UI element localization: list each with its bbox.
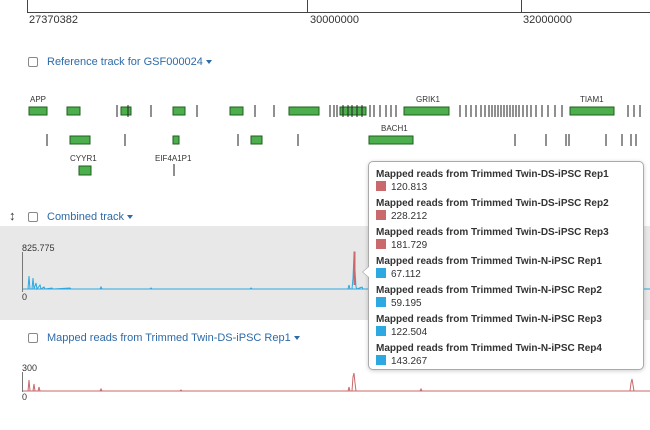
combined-track-y-axis [22, 252, 23, 292]
ruler-tick [521, 0, 522, 13]
tooltip-color-swatch [376, 326, 386, 336]
tooltip-color-swatch [376, 355, 386, 365]
tooltip-value: 67.112 [391, 269, 421, 280]
combined-track-title: Combined track [47, 211, 125, 223]
tooltip-value: 228.212 [391, 211, 428, 222]
tooltip-value: 59.195 [391, 298, 422, 309]
gene-block[interactable] [172, 106, 186, 116]
ruler-tick [307, 0, 308, 13]
tooltip-value: 122.504 [391, 327, 428, 338]
tooltip-entry: Mapped reads from Trimmed Twin-N-iPSC Re… [376, 343, 643, 368]
gene-block[interactable] [66, 106, 81, 116]
tooltip-color-swatch [376, 210, 386, 220]
reference-track-title: Reference track for GSF000024 [47, 56, 203, 68]
ds-track-signal [23, 372, 650, 392]
resize-handle-icon[interactable]: ↕ [9, 208, 16, 223]
gene-block[interactable] [28, 106, 48, 116]
ds-track-ymin: 0 [22, 392, 28, 402]
chevron-down-icon [205, 60, 212, 65]
gene-block[interactable] [288, 106, 320, 116]
gene-block[interactable] [172, 135, 180, 145]
tooltip-color-swatch [376, 268, 386, 278]
tooltip-entry: Mapped reads from Trimmed Twin-DS-iPSC R… [376, 198, 643, 223]
tooltip-entry: Mapped reads from Trimmed Twin-DS-iPSC R… [376, 169, 643, 194]
tooltip-series-name: Mapped reads from Trimmed Twin-N-iPSC Re… [376, 343, 602, 354]
genome-ruler [27, 0, 650, 14]
value-tooltip: Mapped reads from Trimmed Twin-DS-iPSC R… [362, 161, 644, 370]
gene-label-bach1: BACH1 [381, 124, 408, 133]
tooltip-series-name: Mapped reads from Trimmed Twin-N-iPSC Re… [376, 314, 602, 325]
reference-track-checkbox[interactable] [28, 57, 38, 67]
gene-models [28, 105, 641, 176]
combined-track-ymax: 825.775 [22, 243, 55, 253]
reference-track-menu[interactable]: Reference track for GSF000024 [47, 56, 212, 68]
gene-block[interactable] [250, 135, 263, 145]
gene-label-cyyr1: CYYR1 [70, 154, 97, 163]
gene-block[interactable] [120, 106, 132, 116]
gene-block[interactable] [78, 165, 92, 176]
ds-signal-path [23, 372, 650, 392]
combined-track-menu[interactable]: Combined track [47, 211, 134, 223]
gene-label-grik1: GRIK1 [416, 95, 441, 104]
tooltip-color-swatch [376, 239, 386, 249]
tooltip-value: 181.729 [391, 240, 428, 251]
tooltip-value: 120.813 [391, 182, 428, 193]
gene-label-eif4a1p1: EIF4A1P1 [155, 154, 192, 163]
tooltip-arrow-inner [363, 266, 370, 278]
tooltip-entry: Mapped reads from Trimmed Twin-N-iPSC Re… [376, 314, 643, 339]
tooltip-value: 143.267 [391, 356, 428, 367]
ruler-tick-label: 27370382 [29, 14, 78, 26]
combined-track-ymin: 0 [22, 292, 28, 302]
ds-track-ymax: 300 [22, 363, 38, 373]
gene-label-app: APP [30, 95, 47, 104]
ds-track-title: Mapped reads from Trimmed Twin-DS-iPSC R… [47, 332, 291, 344]
gene-block[interactable] [69, 135, 91, 145]
ruler-tick [27, 0, 28, 13]
tooltip-color-swatch [376, 297, 386, 307]
ruler-axis-line [27, 12, 650, 13]
gene-block[interactable] [569, 106, 615, 116]
chevron-down-icon [127, 215, 134, 220]
gene-block[interactable] [368, 135, 414, 145]
gene-block[interactable] [339, 106, 367, 116]
tooltip-series-name: Mapped reads from Trimmed Twin-DS-iPSC R… [376, 169, 609, 180]
gene-block[interactable] [403, 106, 450, 116]
tooltip-color-swatch [376, 181, 386, 191]
chevron-down-icon [293, 336, 300, 341]
gene-label-tiam1: TIAM1 [580, 95, 604, 104]
tooltip-entry: Mapped reads from Trimmed Twin-N-iPSC Re… [376, 256, 643, 281]
ds-track-checkbox[interactable] [28, 333, 38, 343]
combined-track-checkbox[interactable] [28, 212, 38, 222]
tooltip-series-name: Mapped reads from Trimmed Twin-DS-iPSC R… [376, 198, 609, 209]
tooltip-entry: Mapped reads from Trimmed Twin-DS-iPSC R… [376, 227, 643, 252]
gene-block[interactable] [229, 106, 244, 116]
tooltip-series-name: Mapped reads from Trimmed Twin-N-iPSC Re… [376, 256, 602, 267]
tooltip-series-name: Mapped reads from Trimmed Twin-DS-iPSC R… [376, 227, 609, 238]
tooltip-series-name: Mapped reads from Trimmed Twin-N-iPSC Re… [376, 285, 602, 296]
ds-track-y-axis [22, 372, 23, 392]
combined-signal-spike-red [353, 251, 356, 285]
ds-track-menu[interactable]: Mapped reads from Trimmed Twin-DS-iPSC R… [47, 332, 300, 344]
tooltip-entry: Mapped reads from Trimmed Twin-N-iPSC Re… [376, 285, 643, 310]
ruler-tick-label: 30000000 [310, 14, 359, 26]
ruler-tick-label: 32000000 [523, 14, 572, 26]
